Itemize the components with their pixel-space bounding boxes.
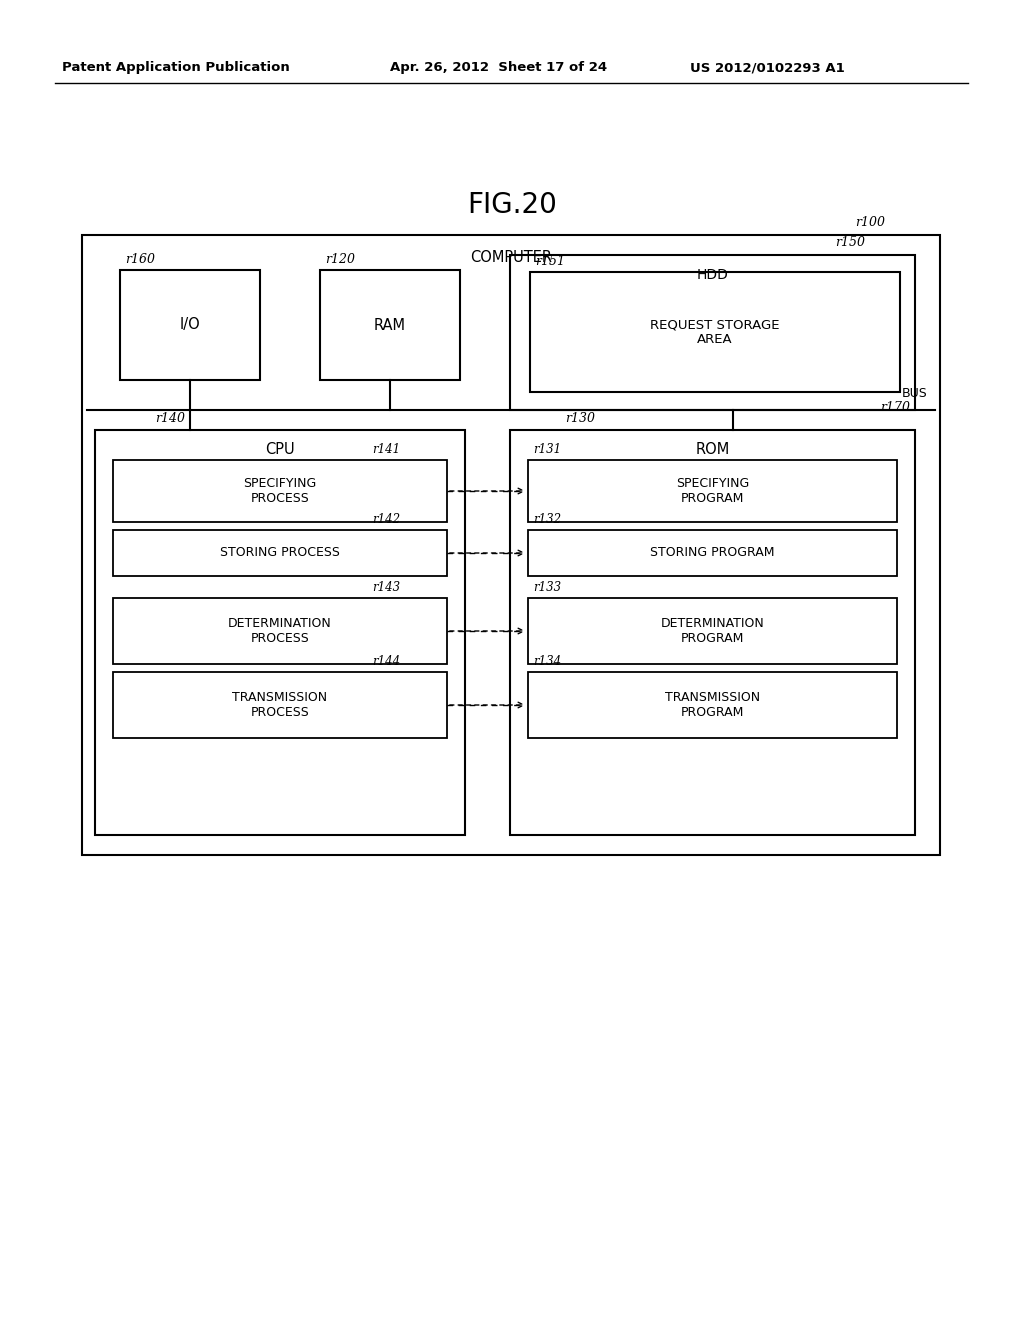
Text: ROM: ROM <box>695 442 730 458</box>
Text: r140: r140 <box>155 412 185 425</box>
Bar <box>510 255 915 411</box>
Text: r131: r131 <box>534 444 561 455</box>
Text: TRANSMISSION
PROGRAM: TRANSMISSION PROGRAM <box>665 690 760 719</box>
Bar <box>510 430 915 836</box>
Text: r120: r120 <box>325 253 355 267</box>
Text: REQUEST STORAGE
AREA: REQUEST STORAGE AREA <box>650 318 779 346</box>
Bar <box>530 272 900 392</box>
Text: DETERMINATION
PROCESS: DETERMINATION PROCESS <box>228 616 332 645</box>
Text: FIG.20: FIG.20 <box>467 191 557 219</box>
Text: r144: r144 <box>372 655 400 668</box>
Text: STORING PROCESS: STORING PROCESS <box>220 546 340 560</box>
Bar <box>528 531 897 576</box>
Text: TRANSMISSION
PROCESS: TRANSMISSION PROCESS <box>232 690 328 719</box>
Bar <box>528 598 897 664</box>
Bar <box>113 459 447 521</box>
Bar <box>120 271 260 380</box>
Text: r150: r150 <box>835 236 865 249</box>
Text: r142: r142 <box>372 513 400 525</box>
Text: CPU: CPU <box>265 442 295 458</box>
Text: US 2012/0102293 A1: US 2012/0102293 A1 <box>690 62 845 74</box>
Text: r100: r100 <box>855 216 885 228</box>
Bar <box>113 598 447 664</box>
Text: SPECIFYING
PROCESS: SPECIFYING PROCESS <box>244 477 316 506</box>
Text: DETERMINATION
PROGRAM: DETERMINATION PROGRAM <box>660 616 764 645</box>
Text: Patent Application Publication: Patent Application Publication <box>62 62 290 74</box>
Text: r143: r143 <box>372 581 400 594</box>
Text: I/O: I/O <box>179 318 201 333</box>
Text: r160: r160 <box>125 253 155 267</box>
Text: Apr. 26, 2012  Sheet 17 of 24: Apr. 26, 2012 Sheet 17 of 24 <box>390 62 607 74</box>
Bar <box>319 271 460 380</box>
Text: r133: r133 <box>534 581 561 594</box>
Text: r141: r141 <box>372 444 400 455</box>
Text: r134: r134 <box>534 655 561 668</box>
Bar <box>528 672 897 738</box>
Text: HDD: HDD <box>696 268 728 282</box>
Text: STORING PROGRAM: STORING PROGRAM <box>650 546 775 560</box>
Text: r130: r130 <box>565 412 595 425</box>
Text: RAM: RAM <box>374 318 406 333</box>
Bar <box>528 459 897 521</box>
Bar <box>95 430 465 836</box>
Text: COMPUTER: COMPUTER <box>470 249 552 264</box>
Text: r151: r151 <box>535 255 565 268</box>
Text: r132: r132 <box>534 513 561 525</box>
Bar <box>113 531 447 576</box>
Bar <box>113 672 447 738</box>
Text: r170: r170 <box>880 401 910 414</box>
Text: SPECIFYING
PROGRAM: SPECIFYING PROGRAM <box>676 477 750 506</box>
Bar <box>82 235 940 855</box>
Text: BUS: BUS <box>902 387 928 400</box>
